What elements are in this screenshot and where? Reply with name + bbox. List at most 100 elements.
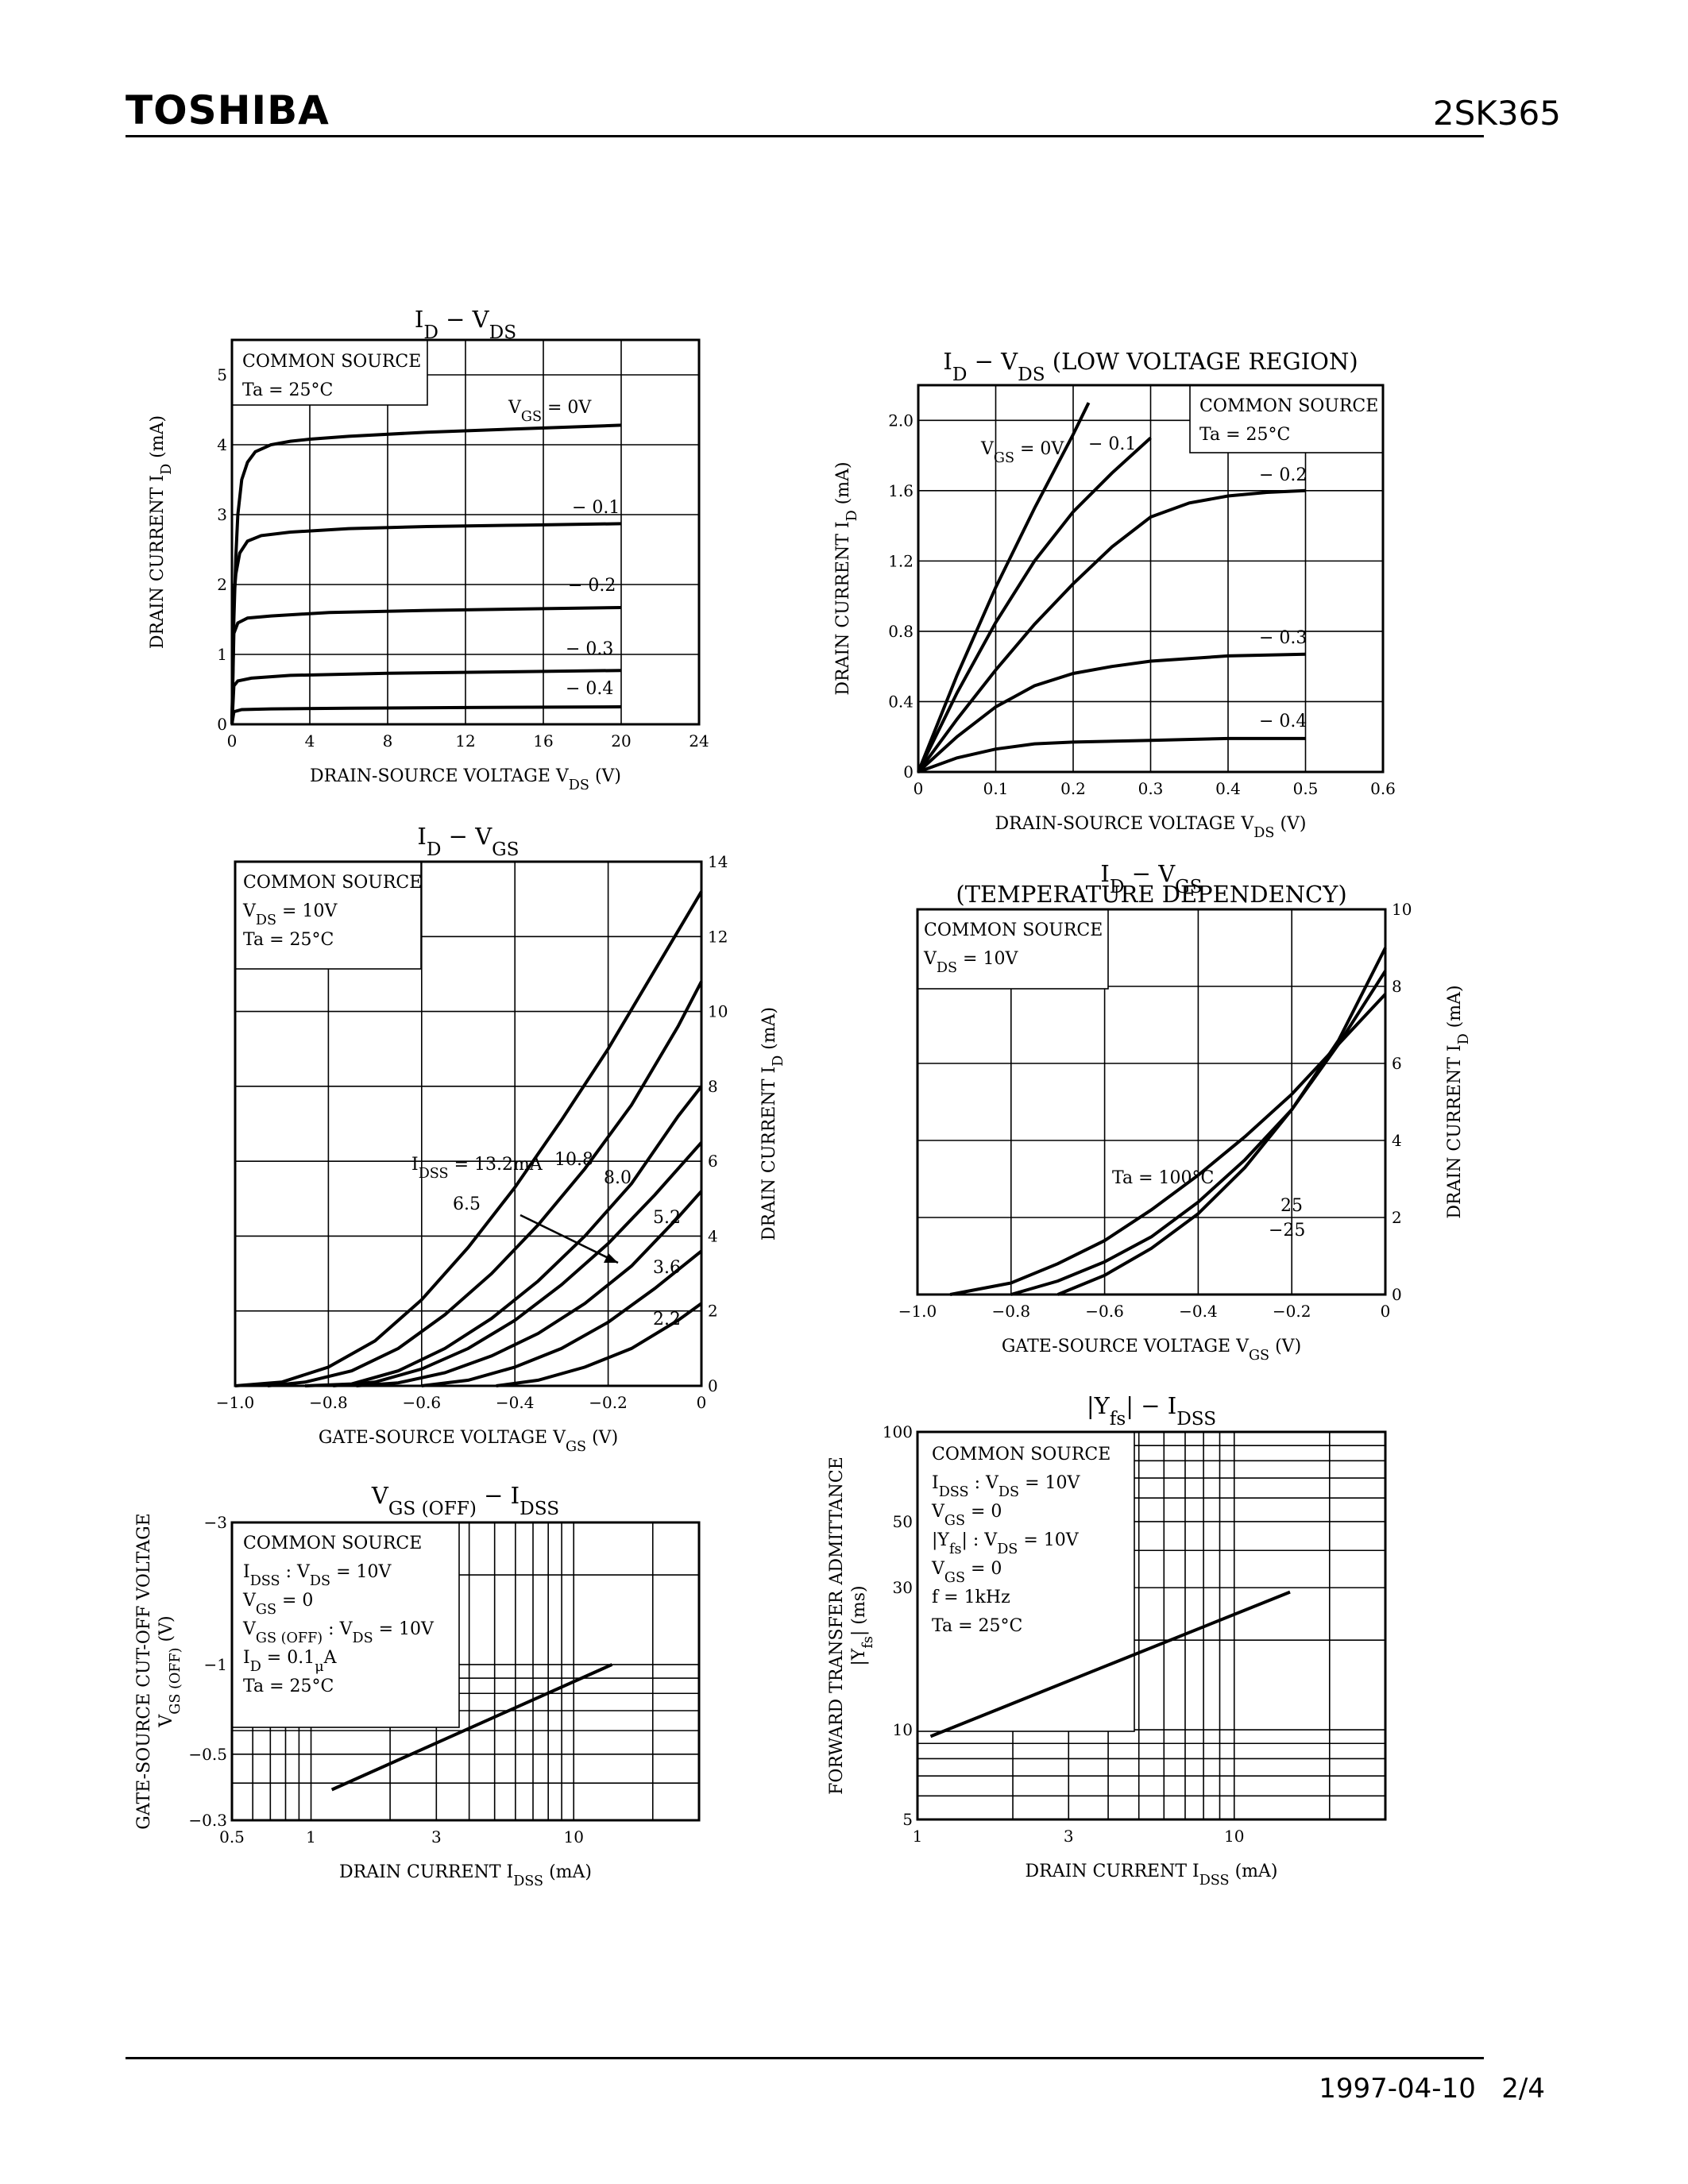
- x-tick-label: −0.8: [992, 1302, 1031, 1321]
- x-tick-label: 4: [305, 731, 315, 751]
- x-tick-label: 0.3: [1138, 779, 1164, 798]
- y-tick-label: 6: [1392, 1054, 1402, 1073]
- series-line--0.3: [917, 652, 1306, 774]
- x-tick-label: 0: [227, 731, 238, 751]
- series-label-8.0: 8.0: [604, 1168, 632, 1188]
- y-tick-label: 100: [883, 1422, 913, 1441]
- x-tick-label: 0: [697, 1393, 707, 1412]
- series-line--0.2: [230, 606, 622, 725]
- series-label-VGS=0V: VGS = 0V: [980, 439, 1064, 466]
- series-line--0.2: [917, 488, 1306, 774]
- y-tick-label: 30: [893, 1578, 913, 1597]
- note-line: COMMON SOURCE: [243, 873, 422, 893]
- note-line: COMMON SOURCE: [242, 352, 421, 372]
- series-line-5.2: [356, 1190, 703, 1387]
- y-tick-label: 10: [1392, 900, 1412, 919]
- series-label-2.2: 2.2: [653, 1310, 681, 1329]
- x-axis-label: DRAIN CURRENT IDSS (mA): [339, 1862, 592, 1889]
- x-tick-label: −0.8: [309, 1393, 348, 1412]
- y-axis-label: DRAIN CURRENT ID (mA): [148, 415, 175, 649]
- series-label-VGS=0V: VGS = 0V: [508, 398, 592, 425]
- series-line--0.3: [230, 669, 622, 725]
- annotation-arrow: [520, 1214, 619, 1264]
- series-label--0.4: − 0.4: [566, 679, 613, 699]
- x-axis-label: DRAIN-SOURCE VOLTAGE VDS (V): [995, 814, 1306, 841]
- x-tick-label: 0: [1381, 1302, 1391, 1321]
- x-tick-label: 0: [914, 779, 924, 798]
- y-tick-label: −1: [204, 1655, 227, 1674]
- note-line: ID = 0.1μA: [243, 1648, 338, 1675]
- series-label-5.2: 5.2: [653, 1208, 681, 1228]
- series-line-10.8: [267, 980, 703, 1387]
- y-tick-label: 0: [217, 715, 227, 734]
- plot-frame: [230, 1521, 701, 1822]
- y-axis-label-2: VGS (OFF) (V): [156, 1615, 183, 1727]
- x-tick-label: 0.6: [1370, 779, 1396, 798]
- chart-title: ID − VDS: [415, 306, 516, 343]
- note-box: [234, 861, 422, 970]
- series-label--25: −25: [1269, 1221, 1305, 1241]
- series-label--0.1: − 0.1: [1088, 434, 1136, 454]
- x-tick-label: −0.2: [1273, 1302, 1311, 1321]
- y-axis-label: DRAIN CURRENT ID (mA): [833, 461, 860, 695]
- y-tick-label: −0.5: [188, 1745, 227, 1764]
- note-line: COMMON SOURCE: [1199, 396, 1378, 416]
- chart-title: ID − VDS (LOW VOLTAGE REGION): [943, 348, 1358, 385]
- y-tick-label: 50: [893, 1512, 913, 1531]
- series-line-VGS=0V: [917, 402, 1091, 773]
- series-line-8.0: [305, 1085, 703, 1387]
- y-tick-label: 1.6: [888, 481, 914, 500]
- idss-annotation: IDSS = 13.2mA: [411, 1155, 543, 1182]
- x-tick-label: −0.2: [589, 1393, 628, 1412]
- y-tick-label: 2: [217, 575, 227, 594]
- series-label--0.4: − 0.4: [1259, 712, 1307, 731]
- x-tick-label: −0.6: [1085, 1302, 1124, 1321]
- note-line: VGS = 0: [931, 1502, 1002, 1529]
- x-tick-label: 24: [689, 731, 709, 751]
- y-tick-label: 3: [217, 505, 227, 524]
- x-tick-label: −1.0: [898, 1302, 937, 1321]
- series-line--0.1: [230, 522, 622, 725]
- x-tick-label: 1: [913, 1827, 923, 1846]
- x-tick-label: −0.4: [1179, 1302, 1218, 1321]
- note-line: VDS = 10V: [923, 949, 1018, 976]
- x-tick-label: −1.0: [216, 1393, 255, 1412]
- series-line-Ta=100°C: [949, 993, 1387, 1296]
- footer: 1997-04-10 2/4: [1319, 2073, 1545, 2105]
- x-tick-label: 0.2: [1060, 779, 1086, 798]
- note-line: IDSS : VDS = 10V: [932, 1473, 1080, 1500]
- series-line--25: [1056, 947, 1387, 1296]
- note-line: Ta = 25°C: [242, 380, 333, 400]
- x-tick-label: −0.6: [403, 1393, 442, 1412]
- plot-frame: [230, 338, 701, 726]
- y-axis-label: DRAIN CURRENT ID (mA): [1445, 985, 1472, 1218]
- arrow-head: [604, 1253, 618, 1263]
- note-box: [917, 1431, 1135, 1732]
- y-tick-label: 8: [1392, 977, 1402, 996]
- y-tick-label: 10: [893, 1720, 913, 1739]
- header-rule: [126, 135, 1484, 137]
- note-line: VGS = 0: [931, 1559, 1002, 1586]
- note-line: VDS = 10V: [242, 901, 338, 928]
- y-tick-label: 2.0: [888, 411, 914, 430]
- note-line: COMMON SOURCE: [924, 920, 1103, 940]
- y-tick-label: 10: [708, 1002, 728, 1021]
- part-number: 2SK365: [1432, 94, 1561, 133]
- x-tick-label: 8: [383, 731, 393, 751]
- y-tick-label: 1.2: [888, 551, 914, 570]
- x-tick-label: 1: [306, 1827, 316, 1846]
- brand-logo: TOSHIBA: [126, 87, 330, 133]
- series-line-2.2: [496, 1302, 703, 1387]
- y-tick-label: 4: [1392, 1131, 1402, 1150]
- chart-subtitle: (TEMPERATURE DEPENDENCY): [956, 881, 1346, 908]
- y-tick-label: 6: [708, 1152, 718, 1171]
- series-label--0.3: − 0.3: [1259, 628, 1307, 648]
- y-tick-label: 0: [708, 1376, 718, 1395]
- series-label-25: 25: [1280, 1196, 1303, 1216]
- y-tick-label: 4: [217, 435, 227, 454]
- x-tick-label: 0.1: [983, 779, 1009, 798]
- x-tick-label: 12: [455, 731, 475, 751]
